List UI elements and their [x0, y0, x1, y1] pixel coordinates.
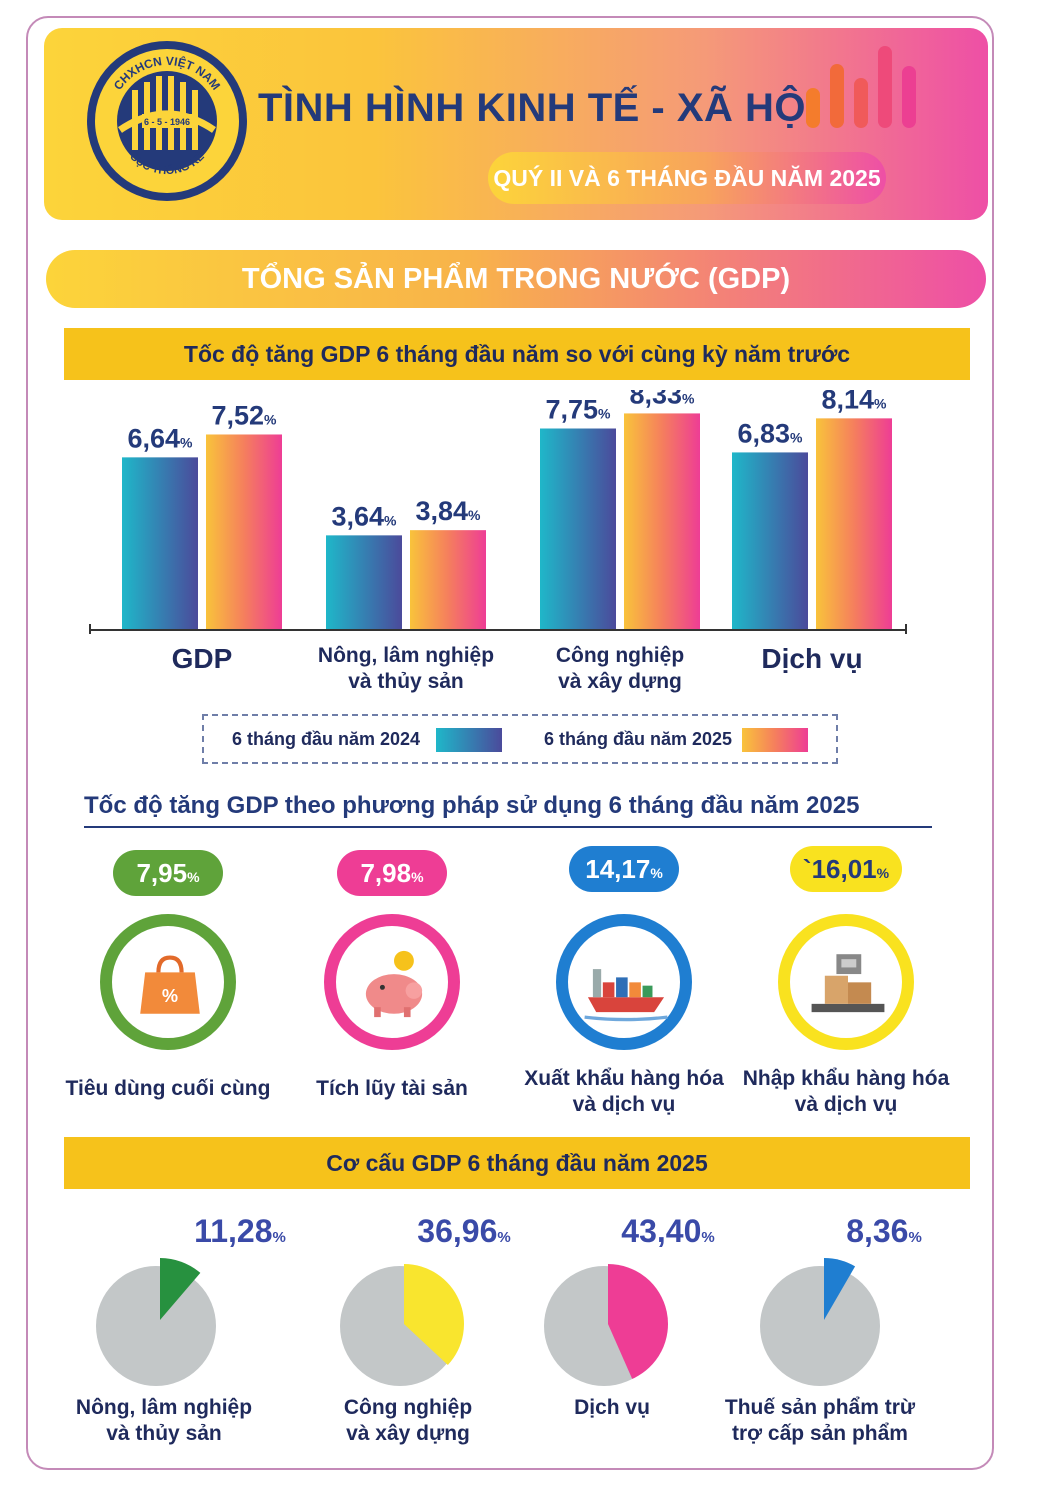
bar-value-label: 3,84%	[415, 496, 481, 526]
growth-badge-3: 14,17%	[569, 846, 679, 892]
bar-2024-3	[732, 452, 808, 630]
pie-chart-title: Cơ cấu GDP 6 tháng đầu năm 2025	[64, 1137, 970, 1189]
pie-slice-2	[404, 1264, 465, 1365]
bar-2025-3	[816, 418, 892, 630]
bar-chart-title: Tốc độ tăng GDP 6 tháng đầu năm so với c…	[64, 328, 970, 380]
growth-badge-4: `16,01%	[790, 846, 902, 892]
bar-value-label: 7,52%	[211, 400, 277, 430]
indicator-label-4: Nhập khẩu hàng hóa và dịch vụ	[742, 1067, 950, 1116]
bar-value-label: 6,83%	[737, 418, 803, 448]
legend-label-2025: 6 tháng đầu năm 2025	[544, 729, 733, 749]
bar-value-label: 3,64%	[331, 501, 397, 531]
pie-value-label: 36,96%	[417, 1213, 510, 1249]
indicator-ring-1: %	[100, 914, 236, 1050]
heading-underline	[84, 826, 932, 828]
bar-value-label: 7,75%	[545, 395, 611, 425]
chart-legend: 6 tháng đầu năm 2024 6 tháng đầu năm 202…	[202, 714, 838, 764]
bar-2024-1	[326, 535, 402, 630]
indicator-label-2: Tích lũy tài sản	[316, 1077, 468, 1100]
pie-value-label: 11,28%	[194, 1213, 286, 1249]
indicator-label-3: Xuất khẩu hàng hóa và dịch vụ	[524, 1067, 724, 1116]
growth-badge-2: 7,98%	[337, 850, 447, 896]
pie-value-label: 8,36%	[846, 1213, 922, 1249]
indicator-ring-4	[778, 914, 914, 1050]
expenditure-growth-heading: Tốc độ tăng GDP theo phương pháp sử dụng…	[84, 792, 860, 819]
legend-swatch-2025	[742, 728, 808, 752]
bar-value-label: 8,14%	[821, 390, 887, 414]
seal-date: 6 - 5 - 1946	[144, 117, 190, 127]
pie-slice-4	[824, 1258, 856, 1320]
pie-remainder-4	[760, 1266, 880, 1386]
gso-seal-logo: CHXHCN VIỆT NAM CỤC THỐNG KÊ 6 - 5 - 194…	[87, 41, 247, 201]
category-label: Dịch vụ	[761, 643, 862, 674]
growth-badge-1: 7,95%	[113, 850, 223, 896]
bar-2024-2	[540, 428, 616, 630]
pie-category-label: Nông, lâm nghiệp và thủy sản	[76, 1396, 252, 1445]
pie-category-label: Dịch vụ	[574, 1396, 650, 1419]
pie-value-label: 43,40%	[621, 1213, 714, 1249]
bar-2025-1	[410, 530, 486, 630]
warehouse-scale-icon	[811, 954, 885, 1013]
bar-value-label: 6,64%	[127, 423, 193, 453]
section-title-gdp: TỔNG SẢN PHẨM TRONG NƯỚC (GDP)	[46, 250, 986, 308]
bar-value-label: 8,33%	[629, 390, 695, 409]
shopping-bag-icon: %	[140, 955, 200, 1014]
bar-2024-0	[122, 457, 198, 630]
page-title: TÌNH HÌNH KINH TẾ - XÃ HỘI	[258, 86, 818, 130]
pie-category-label: Công nghiệp và xây dựng	[344, 1396, 472, 1445]
gdp-growth-bar-chart: 6,64% 7,52% GDP 3,64% 3,84% Nông, lâm nghiệp v…	[89, 390, 907, 693]
legend-swatch-2024	[436, 728, 502, 752]
piggy-bank-icon	[365, 950, 423, 1018]
page-frame	[26, 16, 994, 1470]
pie-slice-3	[608, 1264, 668, 1379]
pie-remainder-1	[96, 1266, 216, 1386]
svg-text:%: %	[162, 986, 178, 1006]
bar-2025-0	[206, 434, 282, 630]
indicator-ring-3	[556, 914, 692, 1050]
indicator-ring-2	[324, 914, 460, 1050]
pie-category-label: Thuế sản phẩm trừ trợ cấp sản phẩm	[725, 1396, 916, 1445]
period-subtitle: QUÝ II VÀ 6 THÁNG ĐẦU NĂM 2025	[488, 152, 886, 204]
indicator-label-1: Tiêu dùng cuối cùng	[65, 1077, 271, 1100]
category-label: Công nghiệp và xây dựng	[556, 644, 684, 693]
cargo-ship-icon	[584, 969, 668, 1022]
legend-label-2024: 6 tháng đầu năm 2024	[232, 729, 421, 749]
bar-2025-2	[624, 413, 700, 630]
category-label: GDP	[172, 643, 233, 674]
pie-slice-1	[160, 1258, 201, 1320]
category-label: Nông, lâm nghiệp và thủy sản	[318, 644, 494, 693]
bar-chart-decoration-icon	[806, 46, 916, 128]
gdp-structure-pie-charts: 11,28% Nông, lâm nghiệp và thủy sản 36,96% C…	[76, 1213, 922, 1445]
